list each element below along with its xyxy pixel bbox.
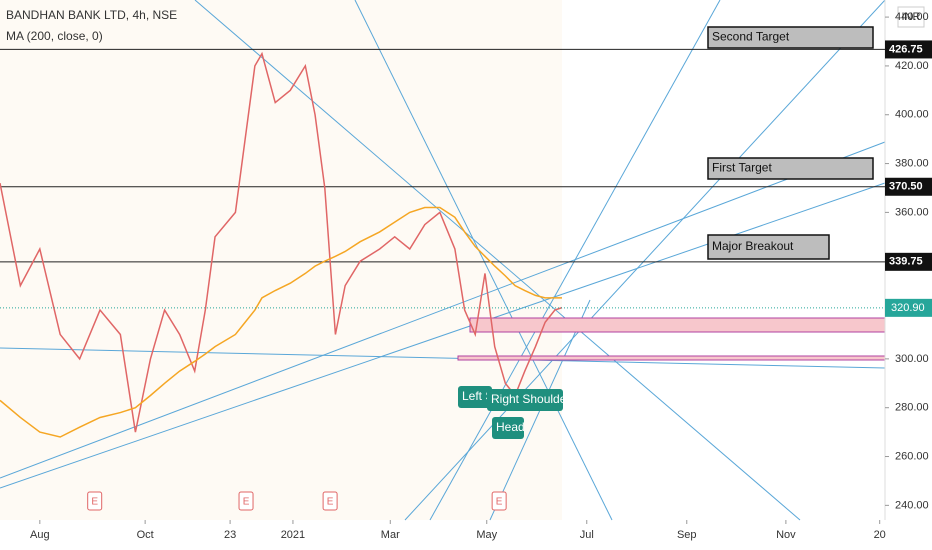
x-tick-label: Jul — [580, 529, 594, 541]
x-tick-label: 2021 — [281, 529, 305, 541]
x-tick-label: Oct — [137, 529, 154, 541]
annotation: First Target — [712, 161, 772, 175]
annotation-box — [458, 386, 492, 408]
price-level-tag — [885, 40, 932, 59]
y-tick-label: 260.00 — [895, 450, 929, 462]
earnings-label: E — [496, 497, 503, 508]
resistance-zone — [469, 317, 886, 333]
price-level-label: 426.75 — [889, 43, 923, 55]
annotation-box — [707, 26, 874, 49]
annotation: Major Breakout — [712, 239, 794, 253]
x-tick-label: May — [476, 529, 497, 541]
earnings-label: E — [327, 497, 334, 508]
x-tick-label: Nov — [776, 529, 796, 541]
x-tick-label: 23 — [224, 529, 236, 541]
annotation: Right Shoulder — [491, 392, 570, 406]
earnings-marker — [491, 491, 507, 511]
x-tick-label: Sep — [677, 529, 697, 541]
chart-title: BANDHAN BANK LTD, 4h, NSE — [6, 8, 177, 22]
annotation: Second Target — [712, 30, 790, 44]
annotation-box — [492, 417, 524, 439]
last-price-tag — [885, 298, 932, 317]
x-tick-label: 20 — [874, 529, 886, 541]
earnings-marker — [87, 491, 103, 511]
earnings-label: E — [91, 497, 98, 508]
earnings-label: E — [243, 497, 250, 508]
currency: INR — [902, 11, 921, 23]
series-line — [0, 51, 563, 433]
last-price-label: 320.90 — [891, 302, 925, 314]
y-tick-label: 240.00 — [895, 499, 929, 511]
session-shade — [0, 0, 562, 520]
price-level-tag — [885, 252, 932, 271]
trend-lines — [0, 0, 886, 521]
y-tick-label: 300.00 — [895, 353, 929, 365]
earnings-marker — [238, 491, 254, 511]
price-level-tag — [885, 177, 932, 196]
earnings-marker — [322, 491, 338, 511]
price-level-label: 339.75 — [889, 256, 923, 268]
x-tick-label: Aug — [30, 529, 50, 541]
series-line — [0, 206, 562, 438]
annotation-box — [707, 234, 830, 260]
annotation-box — [707, 157, 874, 180]
currency-box — [897, 6, 925, 28]
y-tick-label: 420.00 — [895, 60, 929, 72]
y-tick-label: 440.00 — [895, 11, 929, 23]
annotation: Head — [496, 420, 525, 434]
legend-entry: MA (200, close, 0) — [6, 29, 103, 43]
price-level-label: 370.50 — [889, 181, 923, 193]
y-tick-label: 400.00 — [895, 109, 929, 121]
y-tick-label: 280.00 — [895, 402, 929, 414]
y-tick-label: 360.00 — [895, 206, 929, 218]
annotation-box — [487, 389, 563, 411]
annotation: Left S — [462, 389, 493, 403]
support-zone — [457, 355, 886, 361]
x-tick-label: Mar — [381, 529, 400, 541]
y-tick-label: 380.00 — [895, 157, 929, 169]
